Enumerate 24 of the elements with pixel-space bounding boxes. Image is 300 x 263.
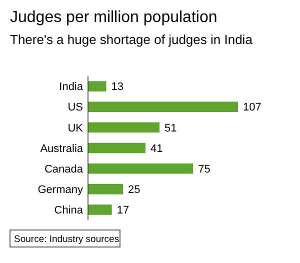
- y-tick-label: China: [54, 204, 84, 217]
- data-label: 107: [243, 102, 262, 114]
- source-note: Source: Industry sources: [14, 234, 120, 245]
- y-tick-label: India: [59, 81, 84, 94]
- bar: [88, 122, 160, 133]
- y-tick-label: Germany: [38, 184, 84, 196]
- bar: [88, 81, 106, 92]
- y-tick-label: Canada: [44, 163, 84, 176]
- y-tick-label: US: [68, 102, 83, 114]
- data-label: 41: [150, 142, 163, 155]
- bar: [88, 102, 238, 112]
- bar: [88, 163, 194, 174]
- bar: [88, 184, 124, 194]
- chart-title: Judges per million population: [10, 9, 218, 26]
- data-label: 25: [128, 184, 140, 196]
- y-tick-label: UK: [68, 122, 84, 134]
- data-label: 13: [111, 81, 124, 94]
- y-tick-label: Australia: [40, 142, 84, 155]
- data-label: 75: [198, 163, 210, 176]
- data-label: 17: [116, 204, 130, 217]
- bar: [88, 142, 146, 154]
- chart-subtitle: There's a huge shortage of judges in India: [10, 32, 254, 47]
- bar: [88, 204, 112, 215]
- data-label: 51: [164, 122, 177, 134]
